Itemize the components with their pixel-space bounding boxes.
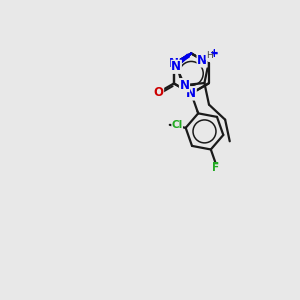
Text: N: N [186,87,196,100]
Text: +: + [210,48,219,58]
Text: O: O [154,86,164,99]
Text: H: H [206,51,212,60]
Text: N: N [197,54,207,67]
Text: F: F [212,162,219,172]
Text: Cl: Cl [172,120,183,130]
Text: +: + [209,49,218,59]
Text: N: N [186,87,196,100]
Text: N: N [197,54,207,67]
Text: H: H [206,51,212,60]
Text: Cl: Cl [172,120,183,130]
Text: N: N [169,57,179,70]
Text: N: N [171,60,181,73]
Text: O: O [154,86,164,99]
Text: N: N [171,60,181,73]
Text: N: N [179,79,190,92]
Text: N: N [179,79,190,92]
Text: N: N [169,57,179,70]
Text: F: F [212,164,219,173]
